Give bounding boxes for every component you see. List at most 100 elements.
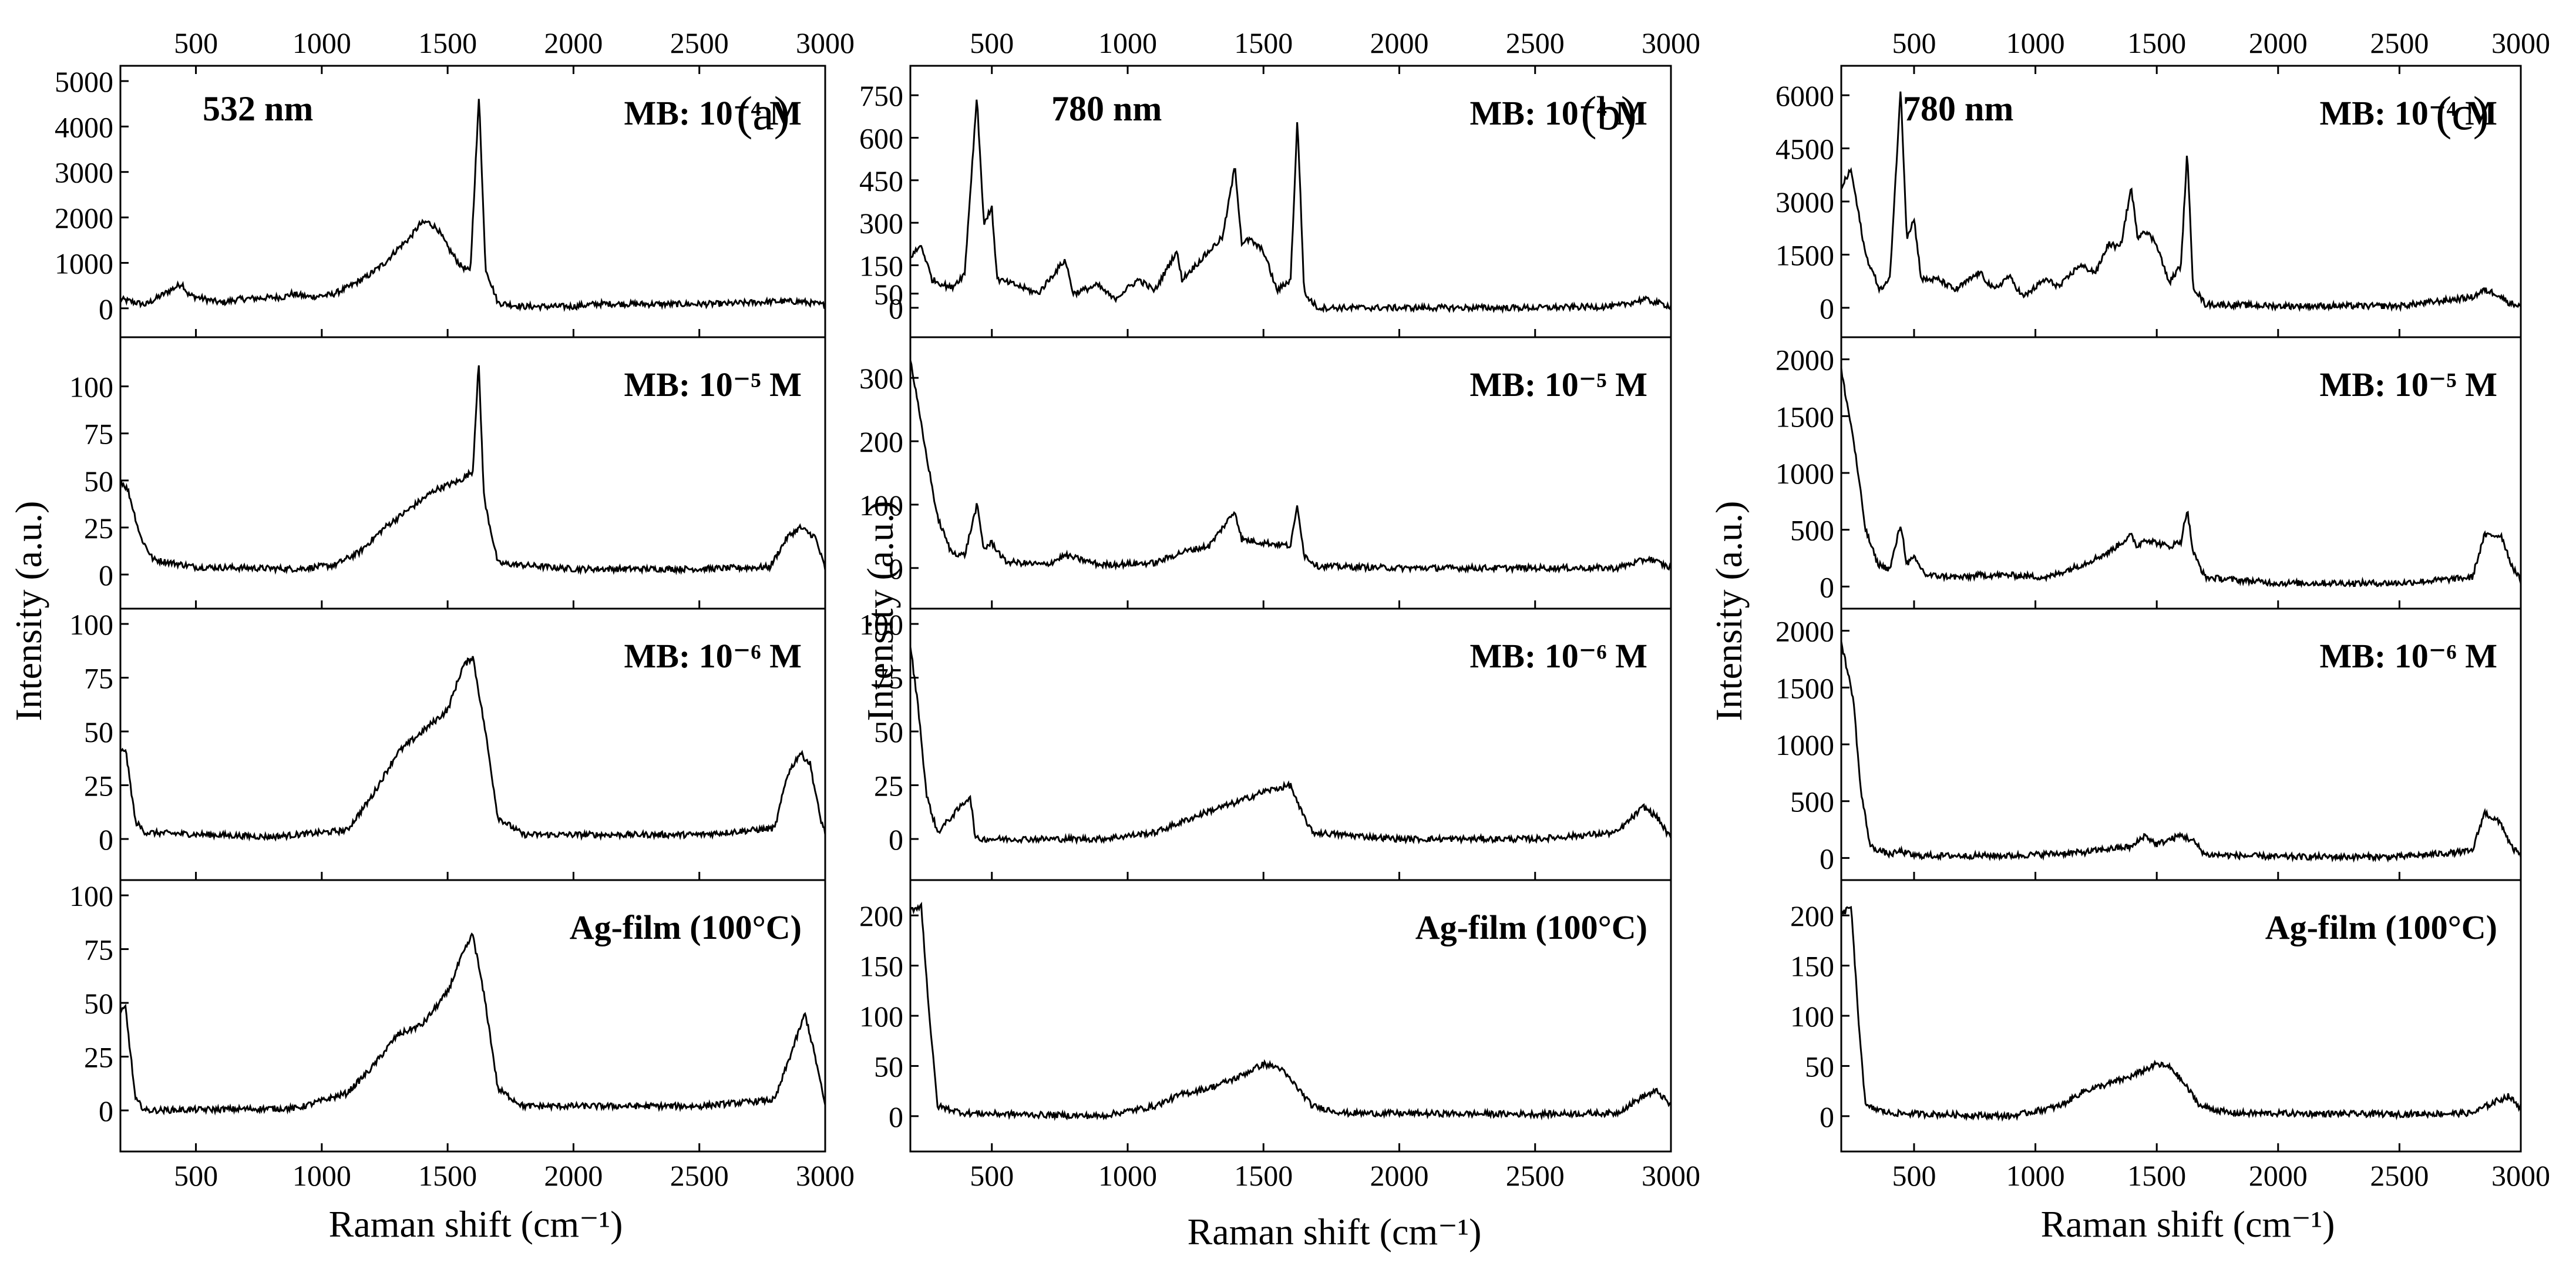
x-tick-label-top: 2500 xyxy=(2370,26,2429,59)
panel-c-subplot-4: 0 50 100 150 200 500 1000 1500 2000 2500 3000 Ag-fi… xyxy=(1790,879,2550,1192)
y-tick-label: 1500 xyxy=(1775,239,1834,271)
y-tick-label: 0 xyxy=(99,559,113,592)
panel-b-subplot-4: 0 50 100 150 200 500 1000 1500 2000 2500 3000 Ag-fi… xyxy=(859,879,1700,1192)
y-tick-label: 200 xyxy=(859,899,903,932)
x-tick-label-bottom: 500 xyxy=(174,1159,218,1192)
x-tick-label-top: 1000 xyxy=(292,26,351,59)
y-tick-label: 0 xyxy=(889,823,903,856)
spectrum-label: MB: 10⁻⁵ M xyxy=(1470,365,1648,404)
y-tick-label: 0 xyxy=(1820,570,1834,603)
y-tick-label: 75 xyxy=(84,418,113,451)
y-tick-label: 50 xyxy=(874,1050,903,1083)
spectrum-label: Ag-film (100°C) xyxy=(1415,908,1647,946)
y-tick-label: 50 xyxy=(84,465,113,498)
spectrum-line xyxy=(909,901,1672,1122)
panel-a: Intensity (a.u.) Raman shift (cm⁻¹) (a) … xyxy=(8,26,855,1245)
y-tick-label: 4500 xyxy=(1775,133,1834,166)
y-tick-label: 100 xyxy=(69,608,113,641)
x-tick-label-top: 1500 xyxy=(418,26,477,59)
x-tick-label-top: 3000 xyxy=(2491,26,2550,59)
spectrum-line xyxy=(1840,641,2522,863)
panel-b-subplot-2: 0 100 200 300 MB: 10⁻⁵ M xyxy=(859,336,1672,610)
x-tick-label-top: 500 xyxy=(174,26,218,59)
y-tick-label: 500 xyxy=(1790,514,1834,547)
y-tick-label: 100 xyxy=(69,879,113,912)
panel-a-xlabel: Raman shift (cm⁻¹) xyxy=(329,1203,623,1245)
spectrum-label: MB: 10⁻⁶ M xyxy=(2320,637,2498,675)
panel-a-subplot-2: 0 25 50 75 100 MB: 10⁻⁵ M xyxy=(69,336,826,610)
panel-c-ylabel: Intensity (a.u.) xyxy=(1708,501,1750,721)
spectrum-line xyxy=(119,365,826,576)
x-tick-label-top: 2000 xyxy=(2249,26,2308,59)
y-tick-label: 25 xyxy=(84,1041,113,1074)
y-tick-label: 0 xyxy=(1820,292,1834,325)
spectrum-line xyxy=(1840,905,2522,1122)
panel-c-subplot-1: 0 1500 3000 4500 6000 500 1000 1500 2000 2500 3000… xyxy=(1775,26,2550,338)
spectrum-label: Ag-film (100°C) xyxy=(570,908,802,946)
x-tick-label-bottom: 2000 xyxy=(2249,1159,2308,1192)
y-tick-label: 75 xyxy=(84,662,113,695)
y-tick-label: 500 xyxy=(1790,785,1834,818)
panel-c-letter: (c) xyxy=(2436,86,2489,140)
panel-c-subplot-3: 0 500 1000 1500 2000 MB: 10⁻⁶ M xyxy=(1775,607,2522,881)
y-tick-label: 4000 xyxy=(55,110,113,143)
x-tick-label-top: 1500 xyxy=(2127,26,2186,59)
x-tick-label-bottom: 2000 xyxy=(1370,1159,1429,1192)
x-tick-label-bottom: 3000 xyxy=(2491,1159,2550,1192)
x-tick-label-bottom: 1500 xyxy=(2127,1159,2186,1192)
x-tick-label-top: 1500 xyxy=(1234,26,1293,59)
spectrum-label: MB: 10⁻⁴ M xyxy=(2320,94,2498,132)
panel-c-laser: 780 nm xyxy=(1903,89,2013,128)
panel-c-xlabel: Raman shift (cm⁻¹) xyxy=(2041,1203,2335,1245)
y-tick-label: 150 xyxy=(1790,950,1834,983)
spectrum-line xyxy=(120,656,826,842)
y-tick-label: 0 xyxy=(889,1100,903,1133)
y-tick-label: 5000 xyxy=(55,65,113,98)
spectrum-label: MB: 10⁻⁵ M xyxy=(624,365,802,404)
panel-a-subplot-3: 0 25 50 75 100 MB: 10⁻⁶ M xyxy=(69,607,826,881)
x-tick-label-top: 3000 xyxy=(796,26,855,59)
y-tick-label: 750 xyxy=(859,79,903,112)
panel-a-laser: 532 nm xyxy=(203,89,313,128)
y-tick-label: 1000 xyxy=(55,247,113,280)
x-tick-label-bottom: 1000 xyxy=(292,1159,351,1192)
x-tick-label-bottom: 3000 xyxy=(1642,1159,1700,1192)
spectrum-label: MB: 10⁻⁶ M xyxy=(624,637,802,675)
y-tick-label: 2000 xyxy=(55,202,113,234)
panel-b-letter: (b) xyxy=(1580,86,1637,140)
y-tick-label: 200 xyxy=(1790,899,1834,932)
x-tick-label-top: 3000 xyxy=(1642,26,1700,59)
x-tick-label-bottom: 1000 xyxy=(2006,1159,2065,1192)
y-tick-label: 50 xyxy=(874,278,903,311)
y-tick-label: 50 xyxy=(84,987,113,1020)
y-tick-label: 0 xyxy=(99,293,113,325)
spectrum-label: MB: 10⁻⁵ M xyxy=(2320,365,2498,404)
panel-b-laser: 780 nm xyxy=(1051,89,1162,128)
x-tick-label-bottom: 1500 xyxy=(418,1159,477,1192)
y-tick-label: 6000 xyxy=(1775,79,1834,112)
y-tick-label: 50 xyxy=(874,716,903,748)
y-tick-label: 50 xyxy=(1805,1050,1834,1083)
subplot-frame xyxy=(119,879,826,1153)
x-tick-label-top: 2000 xyxy=(544,26,603,59)
spectrum-label: MB: 10⁻⁶ M xyxy=(1470,637,1648,675)
spectrum-line xyxy=(119,99,826,313)
y-tick-label: 600 xyxy=(859,122,903,155)
panel-c: Intensity (a.u.) Raman shift (cm⁻¹) (c) … xyxy=(1708,26,2550,1245)
x-tick-label-top: 500 xyxy=(970,26,1014,59)
y-tick-label: 1500 xyxy=(1775,672,1834,704)
x-tick-label-top: 500 xyxy=(1892,26,1936,59)
y-tick-label: 50 xyxy=(84,716,113,748)
y-tick-label: 100 xyxy=(1790,1000,1834,1033)
y-tick-label: 100 xyxy=(859,608,903,641)
y-tick-label: 25 xyxy=(84,770,113,803)
y-tick-label: 100 xyxy=(859,489,903,522)
x-tick-label-top: 1000 xyxy=(1098,26,1157,59)
spectrum-label: Ag-film (100°C) xyxy=(2265,908,2497,946)
x-tick-label-bottom: 2500 xyxy=(2370,1159,2429,1192)
x-tick-label-top: 2500 xyxy=(670,26,729,59)
y-tick-label: 0 xyxy=(889,292,903,325)
y-tick-label: 2000 xyxy=(1775,344,1834,377)
